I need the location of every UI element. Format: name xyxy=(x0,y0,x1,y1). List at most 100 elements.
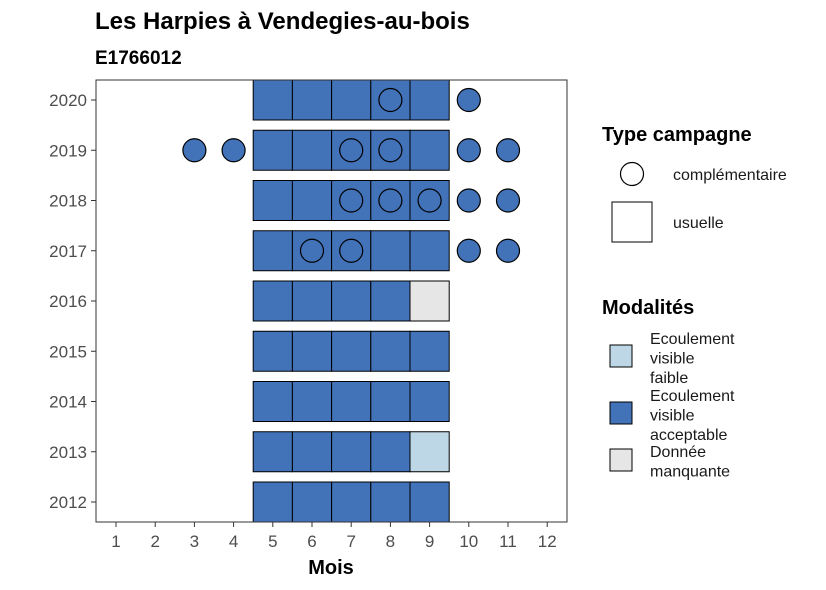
point-2020-8 xyxy=(378,87,403,113)
chart-title: Les Harpies à Vendegies-au-bois xyxy=(95,8,470,35)
cell-2013-9 xyxy=(409,431,450,473)
legend-manquante-label-line-2: manquante xyxy=(650,464,730,481)
cell-2020-7 xyxy=(331,79,372,121)
cell-2017-5 xyxy=(252,230,293,272)
x-tick-label-12: 12 xyxy=(538,532,557,551)
cell-2016-5 xyxy=(252,280,293,322)
y-tick-label-2012: 2012 xyxy=(49,493,87,512)
cell-2013-5 xyxy=(252,431,293,473)
x-tick-label-6: 6 xyxy=(307,532,316,551)
legend-acceptable-label-line-2: visible xyxy=(650,408,695,425)
legend-acceptable-label-line-3: acceptable xyxy=(650,427,727,444)
legend-manquante-key xyxy=(609,448,633,472)
cell-2016-6 xyxy=(291,280,333,322)
point-2019-3 xyxy=(182,138,207,163)
cell-2015-8 xyxy=(370,330,411,372)
point-2018-7 xyxy=(339,188,364,213)
x-tick-label-4: 4 xyxy=(229,532,238,551)
point-2019-11 xyxy=(495,138,521,163)
cell-2012-7 xyxy=(331,481,372,523)
cell-2014-8 xyxy=(370,381,411,422)
cell-2015-9 xyxy=(409,330,450,372)
x-tick-label-9: 9 xyxy=(425,532,434,551)
cell-2014-9 xyxy=(409,381,450,422)
x-tick-label-1: 1 xyxy=(111,532,120,551)
y-tick-label-2017: 2017 xyxy=(49,242,87,261)
y-axis: 2012 2013 2014 2015 2016 2017 2018 2019 2020 xyxy=(49,91,96,512)
cell-2012-5 xyxy=(252,481,293,523)
cell-2014-5 xyxy=(252,381,293,422)
legend-complementaire-key xyxy=(619,161,645,187)
x-axis-title: Mois xyxy=(308,557,354,579)
legend: Type campagne complémentaire usuelle Modali… xyxy=(602,124,787,481)
point-2018-11 xyxy=(495,188,521,213)
cell-2018-5 xyxy=(252,180,293,221)
x-tick-label-11: 11 xyxy=(499,532,517,551)
cell-2016-8 xyxy=(370,280,411,322)
cell-2013-6 xyxy=(291,431,333,473)
cell-2019-9 xyxy=(409,129,450,171)
legend-faible-label-line-1: Ecoulement xyxy=(650,331,735,348)
usuelle-cells xyxy=(252,79,450,523)
cell-2014-7 xyxy=(331,381,372,422)
cell-2020-5 xyxy=(252,79,293,121)
legend-complementaire-label: complémentaire xyxy=(673,167,787,184)
y-tick-label-2016: 2016 xyxy=(49,292,87,311)
x-axis: 1 2 3 4 5 6 7 8 9 10 11 12 xyxy=(111,522,557,551)
point-2018-10 xyxy=(456,188,481,213)
cell-2020-9 xyxy=(409,79,450,121)
cell-2020-6 xyxy=(291,79,333,121)
cell-2016-7 xyxy=(331,280,372,322)
legend-usuelle-label: usuelle xyxy=(673,215,724,232)
cell-2015-6 xyxy=(291,330,333,372)
y-tick-label-2014: 2014 xyxy=(49,393,87,412)
point-2019-8 xyxy=(378,138,403,163)
cell-2018-8 xyxy=(370,180,411,221)
point-2017-10 xyxy=(456,238,481,263)
cell-2019-6 xyxy=(291,129,333,171)
x-tick-label-2: 2 xyxy=(150,532,159,551)
cell-2016-9 xyxy=(409,280,450,322)
point-2017-7 xyxy=(339,238,364,263)
complementaire-points xyxy=(182,87,521,263)
legend-usuelle-key xyxy=(611,201,653,243)
y-tick-label-2013: 2013 xyxy=(49,443,87,462)
point-2018-9 xyxy=(417,188,442,213)
cell-2015-5 xyxy=(252,330,293,372)
point-2020-10 xyxy=(456,87,481,113)
legend-acceptable-key xyxy=(609,401,633,425)
chart-subtitle: E1766012 xyxy=(95,48,182,69)
x-tick-label-7: 7 xyxy=(346,532,355,551)
point-2019-10 xyxy=(456,138,481,163)
legend-modalites-title: Modalités xyxy=(602,297,694,319)
y-tick-label-2015: 2015 xyxy=(49,342,87,361)
x-tick-label-10: 10 xyxy=(459,532,478,551)
cell-2012-6 xyxy=(291,481,333,523)
point-2018-8 xyxy=(378,188,403,213)
legend-manquante-label-line-1: Donnée xyxy=(650,444,706,461)
point-2019-4 xyxy=(221,138,246,163)
cell-2017-9 xyxy=(409,230,450,272)
cell-2013-7 xyxy=(331,431,372,473)
cell-2012-8 xyxy=(370,481,411,523)
y-tick-label-2020: 2020 xyxy=(49,91,87,110)
legend-faible-label-line-3: faible xyxy=(650,370,688,387)
cell-2018-6 xyxy=(291,180,333,221)
cell-2019-7 xyxy=(331,129,372,171)
legend-acceptable-label-line-1: Ecoulement xyxy=(650,388,735,405)
point-2017-6 xyxy=(299,238,325,263)
cell-2017-8 xyxy=(370,230,411,272)
y-tick-label-2019: 2019 xyxy=(49,141,87,160)
cell-2018-9 xyxy=(409,180,450,221)
y-tick-label-2018: 2018 xyxy=(49,192,87,211)
cell-2019-5 xyxy=(252,129,293,171)
x-tick-label-8: 8 xyxy=(386,532,395,551)
point-2017-11 xyxy=(495,238,521,263)
cell-2015-7 xyxy=(331,330,372,372)
x-tick-label-3: 3 xyxy=(190,532,199,551)
cell-2014-6 xyxy=(291,381,333,422)
legend-faible-key xyxy=(609,344,633,368)
point-2019-7 xyxy=(339,138,364,163)
legend-type-title: Type campagne xyxy=(602,124,752,146)
